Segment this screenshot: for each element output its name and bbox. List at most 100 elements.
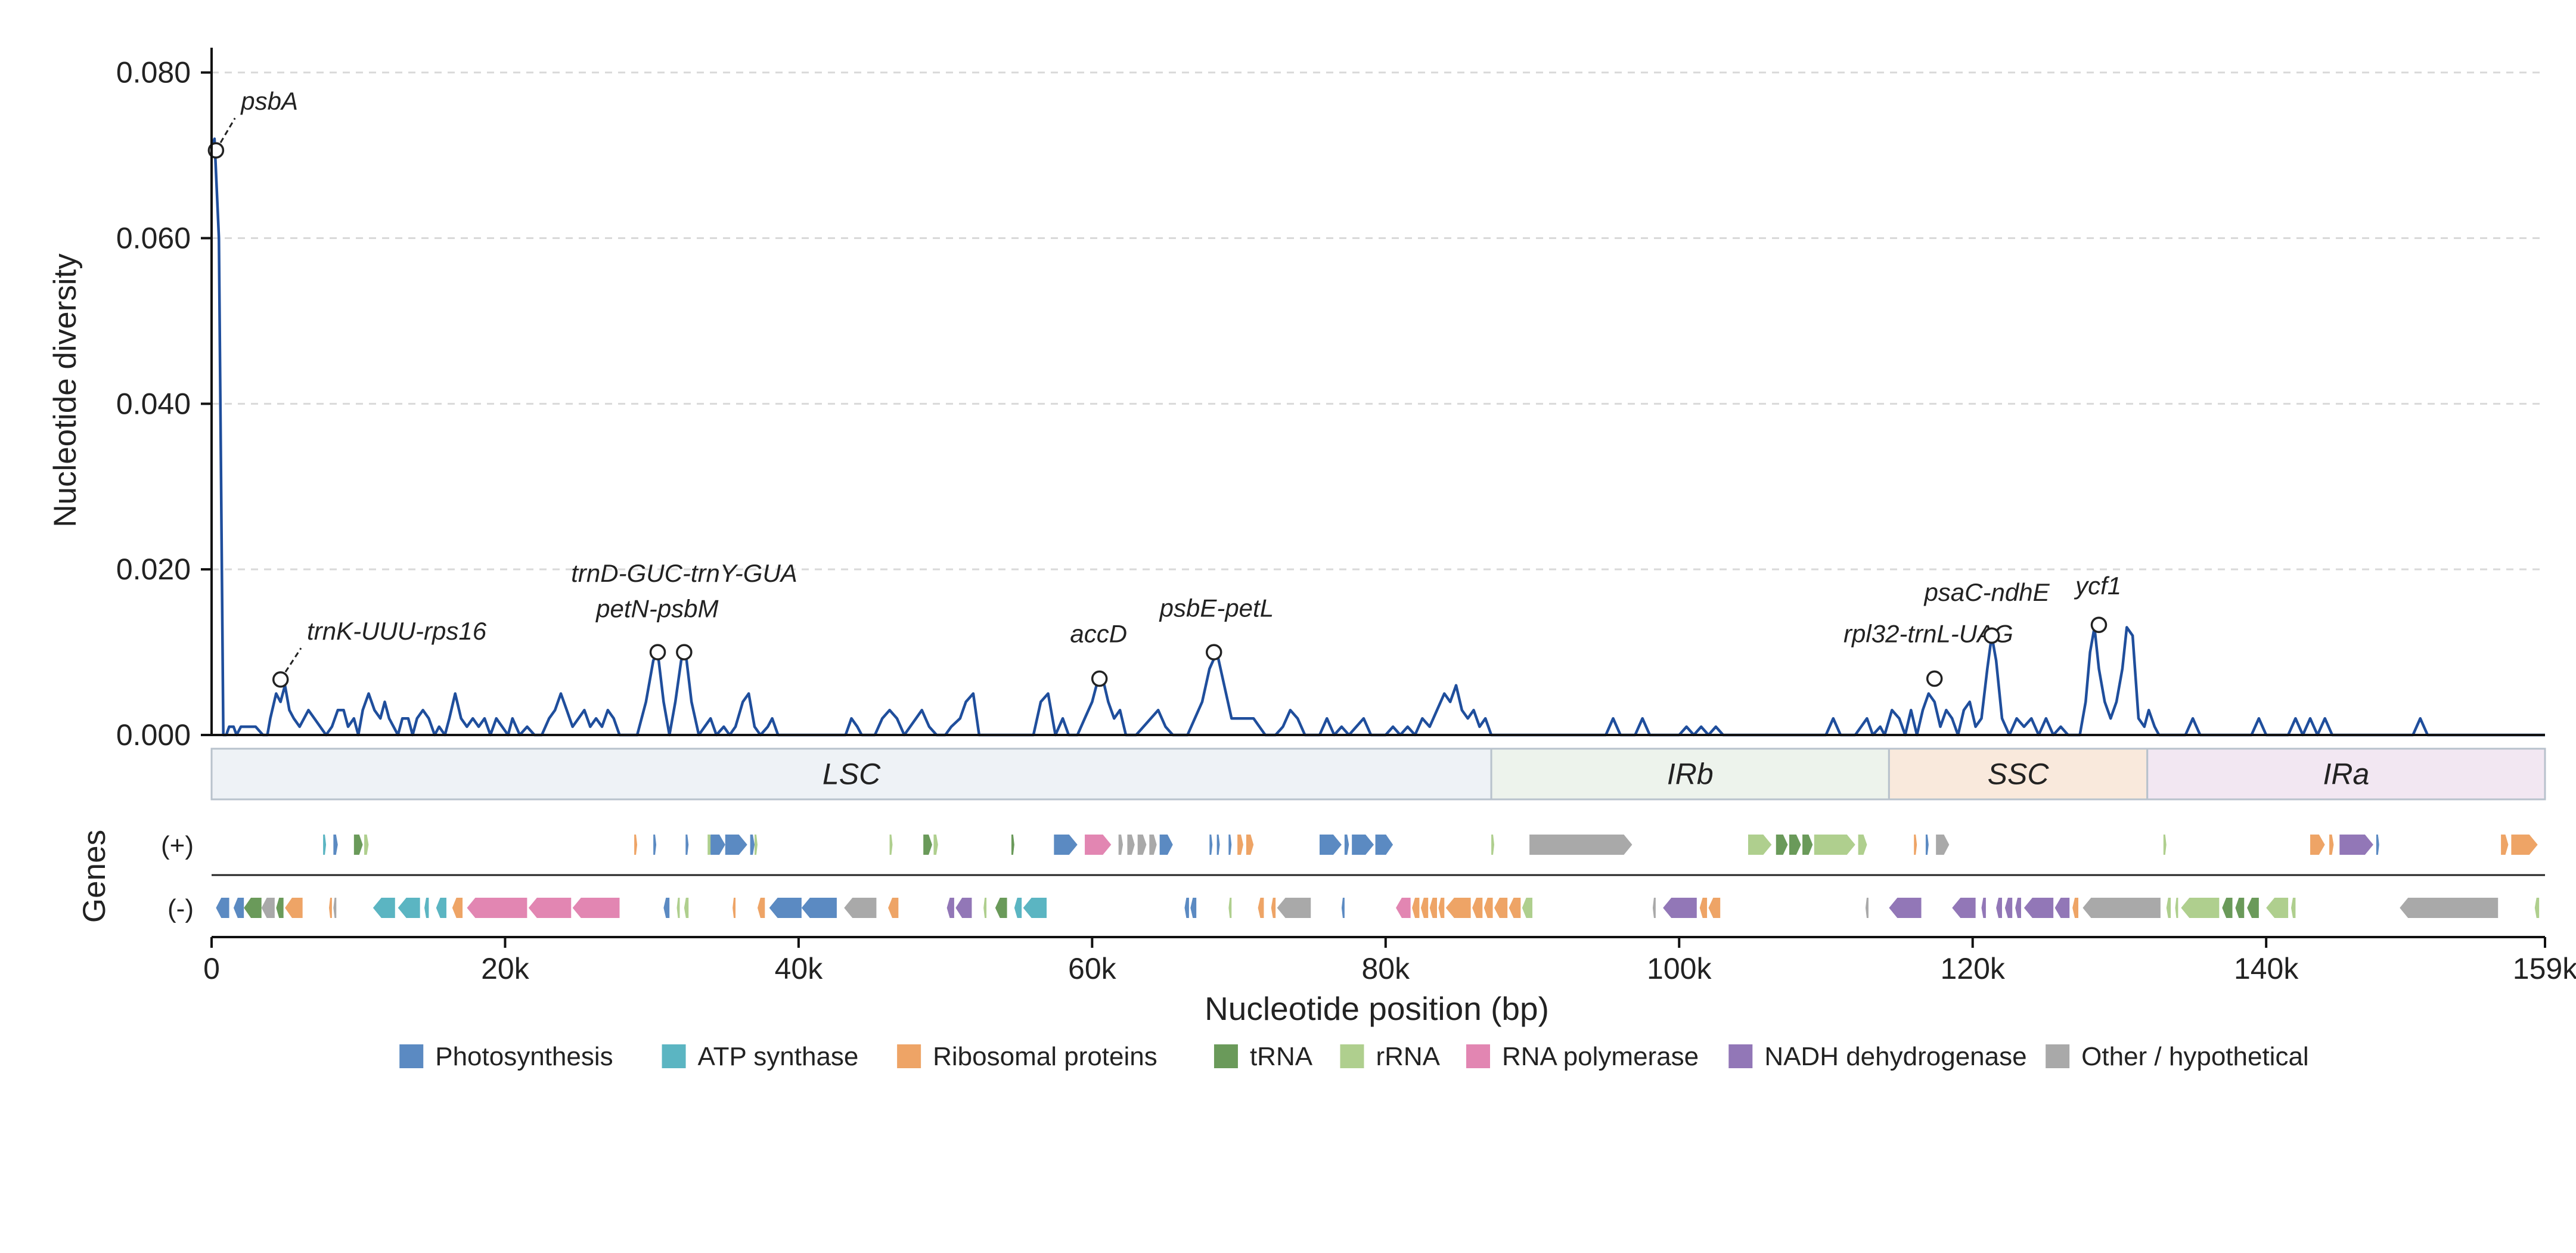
gene-feature	[1054, 835, 1078, 855]
gene-feature	[2054, 898, 2070, 918]
annotation-leader	[215, 117, 236, 151]
annotation-label: psbE-petL	[1159, 594, 1274, 622]
gene-feature	[769, 898, 802, 918]
gene-feature	[2082, 898, 2161, 918]
gene-feature	[889, 835, 893, 855]
gene-feature	[1438, 898, 1445, 918]
gene-feature	[2181, 898, 2220, 918]
gene-feature	[285, 898, 303, 918]
gene-feature	[2175, 898, 2178, 918]
x-tick-label: 0	[203, 952, 220, 985]
gene-feature	[888, 898, 899, 918]
gene-feature	[1952, 898, 1976, 918]
annotation-label: accD	[1070, 619, 1127, 647]
gene-feature	[2329, 835, 2334, 855]
gene-feature	[1776, 835, 1788, 855]
gene-feature	[2247, 898, 2259, 918]
gene-feature	[467, 898, 527, 918]
gene-feature	[1420, 898, 1429, 918]
legend: Photosynthesis ATP synthase Ribosomal prot…	[399, 1042, 2309, 1071]
gene-feature	[663, 898, 670, 918]
gene-feature	[233, 898, 244, 918]
gene-feature	[1228, 835, 1232, 855]
x-tick-label: 100k	[1647, 952, 1712, 985]
region-label: LSC	[823, 758, 881, 791]
legend-label: ATP synthase	[698, 1042, 859, 1071]
gene-feature	[1258, 898, 1264, 918]
gene-feature	[1494, 898, 1508, 918]
gene-feature	[1472, 898, 1483, 918]
legend-swatch	[2046, 1044, 2070, 1068]
legend-label: tRNA	[1250, 1042, 1313, 1071]
annotation-label: ycf1	[2074, 572, 2121, 600]
gene-feature	[801, 898, 837, 918]
gene-feature	[364, 835, 369, 855]
gene-feature	[1320, 835, 1342, 855]
gene-feature	[323, 835, 327, 855]
gene-feature	[2072, 898, 2078, 918]
gene-feature	[216, 898, 229, 918]
gene-feature	[1509, 898, 1521, 918]
peak-marker	[2090, 616, 2108, 633]
annotations: psbA trnK-UUU-rps16 trnD-GUC-trnY-GUA petN-…	[207, 87, 2121, 688]
y-axis-label: Nucleotide diversity	[48, 253, 83, 528]
strand-label-plus: (+)	[161, 831, 194, 860]
gene-feature	[1127, 835, 1135, 855]
gene-feature	[1396, 898, 1411, 918]
gene-feature	[1271, 898, 1276, 918]
gene-feature	[1663, 898, 1697, 918]
gene-feature	[1914, 835, 1917, 855]
y-tick-label: 0.020	[116, 553, 191, 586]
legend-swatch	[662, 1044, 686, 1068]
gene-feature	[2015, 898, 2021, 918]
gene-feature	[1118, 835, 1123, 855]
annotation-label: psbA	[240, 87, 298, 115]
gene-feature	[757, 898, 765, 918]
gene-feature	[1159, 835, 1173, 855]
peak-marker	[1926, 670, 1943, 687]
gene-feature	[750, 835, 755, 855]
legend-label: NADH dehydrogenase	[1764, 1042, 2026, 1071]
genes-axis-label: Genes	[77, 830, 112, 923]
peak-marker	[1205, 644, 1222, 660]
gene-feature	[1228, 898, 1232, 918]
gene-feature	[2291, 898, 2296, 918]
gene-feature	[1149, 835, 1157, 855]
gene-feature	[1483, 898, 1493, 918]
gene-feature	[2004, 898, 2013, 918]
gene-feature	[995, 898, 1007, 918]
gene-feature	[1341, 898, 1345, 918]
gene-feature	[1011, 835, 1014, 855]
gene-feature	[2339, 835, 2373, 855]
legend-label: RNA polymerase	[1502, 1042, 1699, 1071]
gene-feature	[1237, 835, 1243, 855]
x-tick-label: 40k	[775, 952, 824, 985]
gene-feature	[1412, 898, 1420, 918]
annotation-label: psaC-ndhE	[1923, 578, 2050, 606]
legend-swatch	[1728, 1044, 1753, 1068]
gene-feature	[1529, 835, 1632, 855]
gene-feature	[1014, 898, 1022, 918]
gene-feature	[946, 898, 954, 918]
strand-label-minus: (-)	[167, 894, 194, 923]
annotation-leader	[280, 647, 302, 680]
gene-feature	[1522, 898, 1533, 918]
gene-feature	[1981, 898, 1986, 918]
gene-feature	[1996, 898, 2002, 918]
peak-marker	[676, 644, 693, 660]
gene-feature	[983, 898, 987, 918]
x-tick-label: 140k	[2234, 952, 2299, 985]
annotation-label: trnK-UUU-rps16	[307, 617, 487, 645]
gene-feature	[1491, 835, 1495, 855]
annotation-label: petN-psbM	[595, 595, 718, 623]
gene-feature	[1375, 835, 1393, 855]
region-band	[1490, 748, 1890, 801]
gene-feature	[1858, 835, 1867, 855]
gene-feature	[1802, 835, 1813, 855]
gene-feature	[2310, 835, 2325, 855]
gene-feature	[676, 898, 680, 918]
x-tick-label: 20k	[481, 952, 530, 985]
gene-feature	[353, 835, 363, 855]
gene-feature	[1936, 835, 1950, 855]
